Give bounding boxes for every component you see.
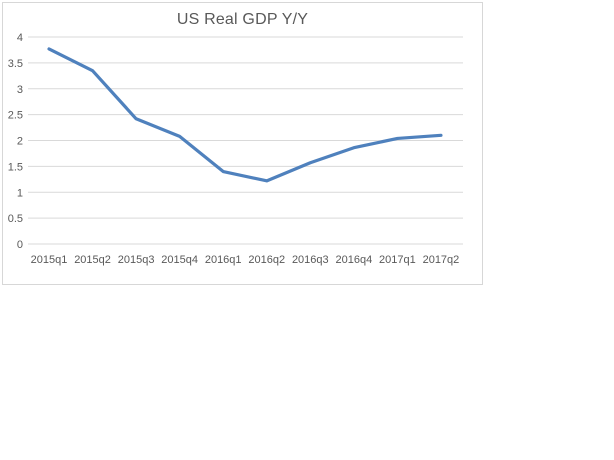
gdp-series-line [47,47,443,183]
y-axis-labels-group: 0 0.5 1 1.5 2 2.5 3 3.5 4 [8,32,23,251]
y-tick-label: 1.5 [8,161,23,173]
x-tick-label: 2015q2 [74,254,111,266]
y-tick-label: 1 [17,187,23,199]
y-tick-label: 3.5 [8,58,23,70]
y-tick-label: 0.5 [8,213,23,225]
x-tick-label: 2016q3 [292,254,329,266]
x-axis-labels-group: 2015q1 2015q2 2015q3 2015q4 2016q1 2016q2 2016… [31,254,460,266]
y-tick-label: 2.5 [8,110,23,122]
series-group [47,47,443,183]
x-tick-label: 2016q1 [205,254,242,266]
x-tick-label: 2015q1 [31,254,68,266]
y-tick-label: 0 [17,239,23,251]
gridlines-group [28,36,463,245]
y-tick-label: 2 [17,136,23,148]
x-tick-label: 2016q2 [248,254,285,266]
x-tick-label: 2015q4 [161,254,198,266]
y-tick-label: 4 [17,32,23,44]
x-tick-label: 2016q4 [335,254,372,266]
y-tick-label: 3 [17,84,23,96]
x-tick-label: 2017q2 [423,254,460,266]
x-tick-label: 2017q1 [379,254,416,266]
plot-area: 00.511.522.533.54 2015q1 2015q2 2015q3 2015… [8,32,463,266]
gdp-line-chart: US Real GDP Y/Y 0 0.5 1 1.5 2 2.5 3 3.5 4 2015q1… [2,2,483,285]
x-tick-label: 2015q3 [118,254,155,266]
